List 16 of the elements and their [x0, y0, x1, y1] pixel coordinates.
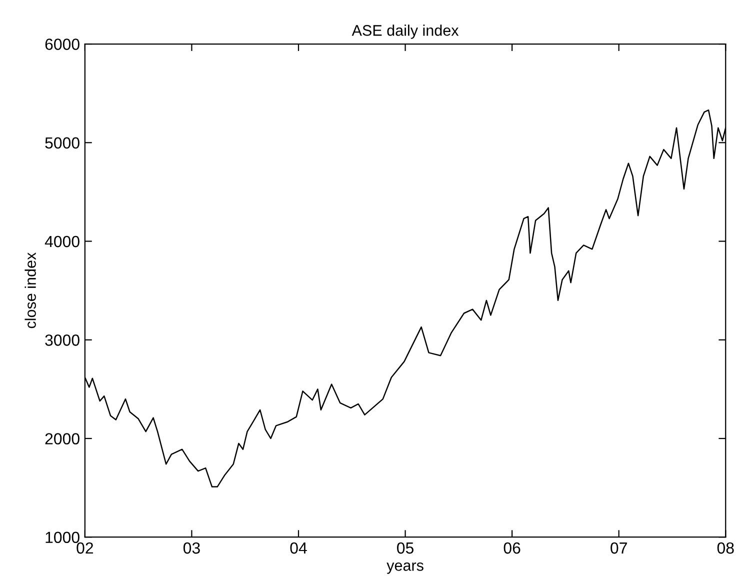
- x-tick-label: 05: [397, 542, 414, 554]
- y-tick-label: 6000: [45, 38, 80, 50]
- x-tick-label: 04: [290, 542, 307, 554]
- x-tick-label: 07: [610, 542, 627, 554]
- y-tick-label: 4000: [44, 236, 80, 248]
- x-axis-title: years: [386, 562, 424, 574]
- x-tick-label: 06: [504, 542, 520, 554]
- x-tick-label: 02: [76, 542, 94, 554]
- chart-title: ASE daily index: [352, 24, 459, 39]
- x-tick-label: 08: [717, 542, 734, 554]
- y-tick-label: 3000: [45, 334, 80, 346]
- y-axis-title: close index: [24, 252, 36, 328]
- x-tick-label: 03: [183, 542, 200, 554]
- y-tick-label: 1000: [46, 532, 80, 544]
- y-tick-label: 5000: [45, 137, 80, 149]
- y-tick-label: 2000: [45, 433, 80, 444]
